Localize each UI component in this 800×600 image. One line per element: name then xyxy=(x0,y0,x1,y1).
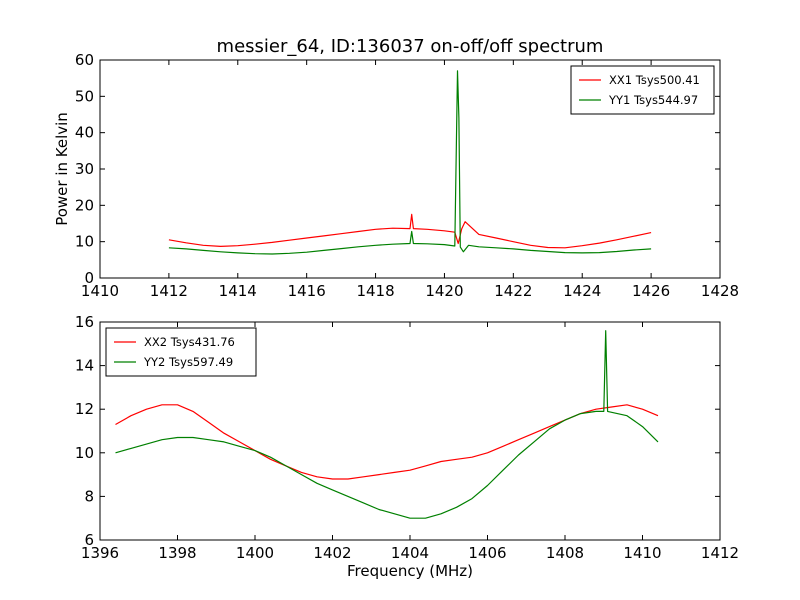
y-tick-label: 60 xyxy=(75,51,94,69)
series-line-yy xyxy=(168,70,652,255)
x-tick-label: 1426 xyxy=(632,282,670,300)
x-tick-label: 1410 xyxy=(81,282,119,300)
x-tick-label: 1404 xyxy=(391,544,429,562)
x-tick-label: 1410 xyxy=(623,544,661,562)
x-tick-label: 1398 xyxy=(158,544,196,562)
series-line-yy xyxy=(115,330,659,519)
y-tick-label: 10 xyxy=(75,233,94,251)
x-tick-label: 1414 xyxy=(219,282,257,300)
y-tick-label: 14 xyxy=(75,357,94,375)
y-tick-label: 16 xyxy=(75,313,94,331)
x-tick-label: 1396 xyxy=(81,544,119,562)
bottom-ticks: 1396 1398 1400 1402 1404 1406 1408 1410 14126810… xyxy=(75,313,739,562)
top-y-axis-label: Power in Kelvin xyxy=(53,112,71,226)
y-tick-label: 6 xyxy=(84,531,94,549)
legend-box xyxy=(570,65,715,115)
legend-label: YY1 Tsys544.97 xyxy=(608,93,698,107)
x-tick-label: 1416 xyxy=(288,282,326,300)
x-tick-label: 1424 xyxy=(563,282,601,300)
x-tick-label: 1408 xyxy=(546,544,584,562)
bottom-panel: Frequency (MHz) 1396 1398 1400 1402 1404 1406… xyxy=(75,313,739,580)
y-tick-label: 20 xyxy=(75,196,94,214)
top-ticks: 1410 1412 1414 1416 1418 1420 1422 1424 1426 1428… xyxy=(75,51,739,300)
bottom-plot-area xyxy=(115,330,659,519)
x-tick-label: 1418 xyxy=(356,282,394,300)
y-tick-label: 10 xyxy=(75,444,94,462)
y-tick-label: 30 xyxy=(75,160,94,178)
y-tick-label: 50 xyxy=(75,87,94,105)
y-tick-label: 12 xyxy=(75,400,94,418)
x-tick-label: 1400 xyxy=(236,544,274,562)
series-line-xx xyxy=(168,213,652,249)
y-tick-label: 40 xyxy=(75,124,94,142)
bottom-x-axis-label: Frequency (MHz) xyxy=(347,562,473,580)
bottom-legend: XX2 Tsys431.76 YY2 Tsys597.49 xyxy=(105,327,257,377)
x-tick-label: 1406 xyxy=(468,544,506,562)
legend-label: YY2 Tsys597.49 xyxy=(143,355,233,369)
y-tick-label: 8 xyxy=(84,487,94,505)
top-chart-title: messier_64, ID:136037 on-off/off spectru… xyxy=(217,36,604,57)
top-legend: XX1 Tsys500.41 YY1 Tsys544.97 xyxy=(570,65,715,115)
legend-box xyxy=(105,327,257,377)
y-tick-label: 0 xyxy=(84,269,94,287)
x-tick-label: 1402 xyxy=(313,544,351,562)
x-tick-label: 1420 xyxy=(425,282,463,300)
legend-label: XX1 Tsys500.41 xyxy=(609,73,700,87)
x-tick-label: 1428 xyxy=(701,282,739,300)
x-tick-label: 1412 xyxy=(701,544,739,562)
top-plot-area xyxy=(168,70,652,255)
x-tick-label: 1422 xyxy=(494,282,532,300)
legend-label: XX2 Tsys431.76 xyxy=(144,335,235,349)
top-panel: messier_64, ID:136037 on-off/off spectru… xyxy=(53,36,739,300)
x-tick-label: 1412 xyxy=(150,282,188,300)
